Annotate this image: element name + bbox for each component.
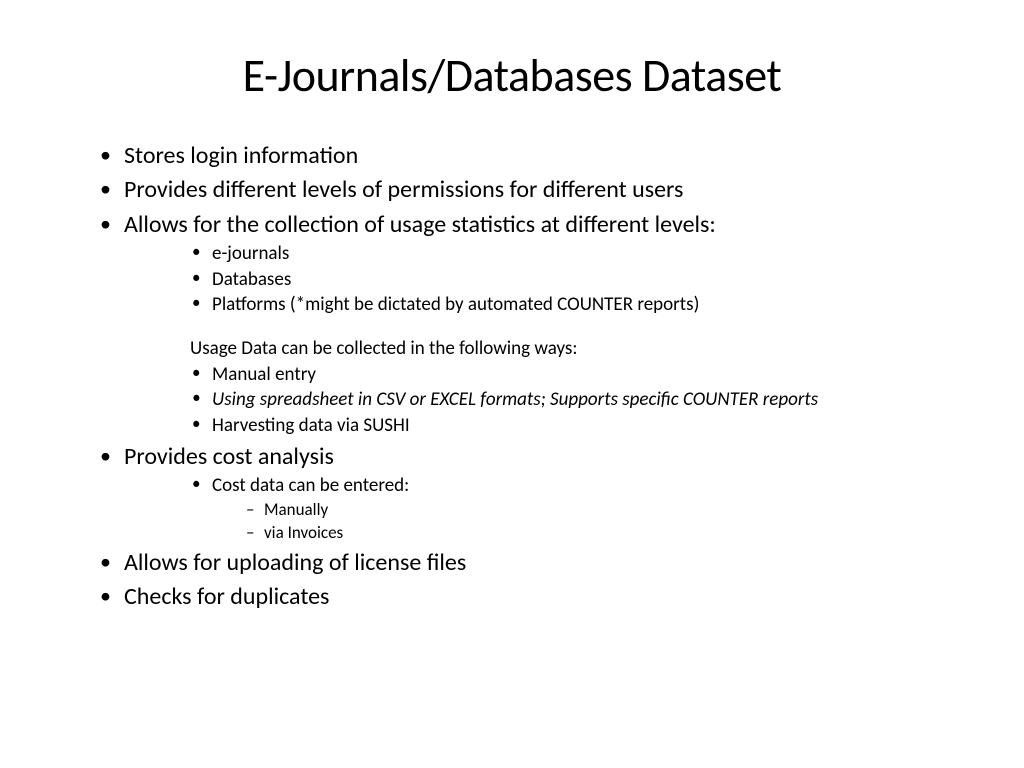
- bullet-list-level2: Cost data can be entered: Manually via I…: [190, 473, 952, 545]
- bullet-list-level2: e-journals Databases Platforms (*might b…: [190, 241, 952, 438]
- bullet-item: Stores login information: [96, 140, 952, 172]
- bullet-item: Allows for uploading of license files: [96, 547, 952, 579]
- bullet-list-level3: Manually via Invoices: [242, 499, 952, 545]
- bullet-item: Checks for duplicates: [96, 581, 952, 613]
- bullet-subheading: Usage Data can be collected in the follo…: [190, 336, 952, 362]
- bullet-item: Manually: [242, 499, 952, 522]
- slide-title: E-Journals/Databases Dataset: [72, 48, 952, 104]
- bullet-item: Provides cost analysis Cost data can be …: [96, 441, 952, 545]
- bullet-item: e-journals: [190, 241, 952, 267]
- bullet-text: Allows for the collection of usage stati…: [124, 210, 716, 239]
- bullet-item: Harvesting data via SUSHI: [190, 413, 952, 439]
- bullet-item: Allows for the collection of usage stati…: [96, 209, 952, 439]
- bullet-item-italic: Using spreadsheet in CSV or EXCEL format…: [190, 387, 952, 413]
- bullet-text: Cost data can be entered:: [212, 474, 409, 497]
- slide-content: Stores login information Provides differ…: [72, 140, 952, 613]
- bullet-item: Cost data can be entered: Manually via I…: [190, 473, 952, 545]
- bullet-item: via Invoices: [242, 522, 952, 545]
- bullet-item: Databases: [190, 267, 952, 293]
- bullet-list-level1: Stores login information Provides differ…: [96, 140, 952, 613]
- bullet-text: Provides cost analysis: [124, 442, 334, 471]
- bullet-item: Manual entry: [190, 362, 952, 388]
- bullet-item: Platforms (*might be dictated by automat…: [190, 292, 952, 318]
- bullet-item: Provides different levels of permissions…: [96, 174, 952, 206]
